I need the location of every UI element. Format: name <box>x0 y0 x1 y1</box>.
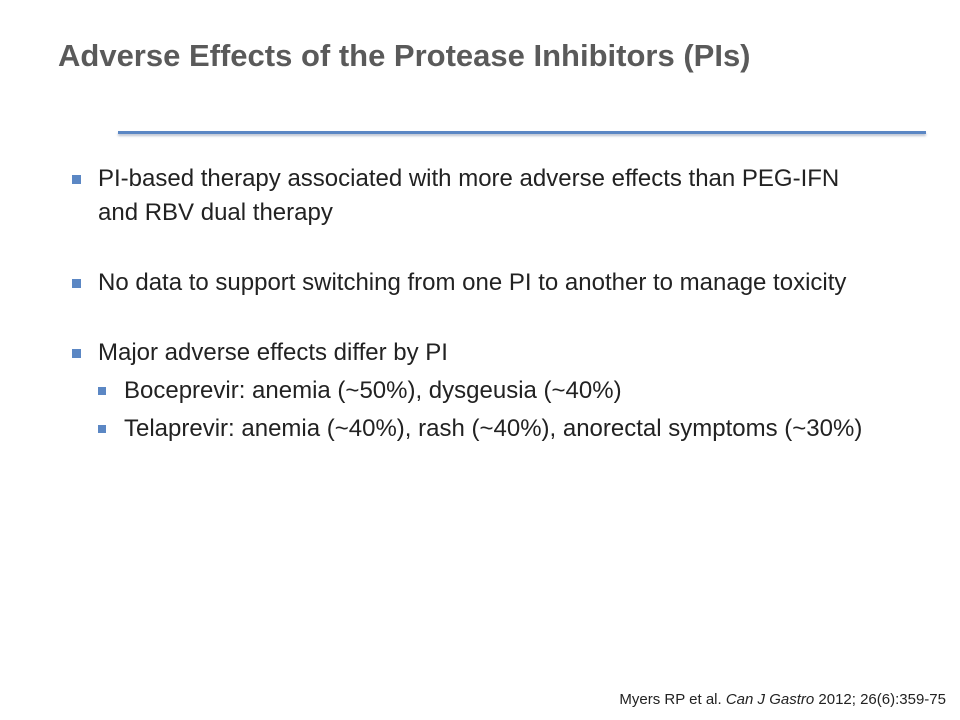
bullet-text: No data to support switching from one PI… <box>98 269 847 296</box>
citation-journal: Can J Gastro <box>725 691 815 708</box>
bullet-text: Major adverse effects differ by PI <box>98 339 448 366</box>
citation-details: 2012; 26(6):359-75 <box>818 691 946 708</box>
title-divider <box>118 131 926 134</box>
citation-authors: Myers RP et al. <box>619 691 722 708</box>
sub-bullet-text: Telaprevir: anemia (~40%), rash (~40%), … <box>124 415 863 442</box>
bullet-item: Major adverse effects differ by PI <box>70 336 870 370</box>
bullet-list: PI-based therapy associated with more ad… <box>70 162 870 446</box>
slide-title: Adverse Effects of the Protease Inhibito… <box>58 38 751 73</box>
square-bullet-icon <box>98 425 106 433</box>
square-bullet-icon <box>72 349 81 358</box>
bullet-text: PI-based therapy associated with more ad… <box>98 165 840 226</box>
square-bullet-icon <box>72 279 81 288</box>
square-bullet-icon <box>98 387 106 395</box>
bullet-item: PI-based therapy associated with more ad… <box>70 162 870 230</box>
sub-bullet-item: Boceprevir: anemia (~50%), dysgeusia (~4… <box>98 374 870 408</box>
bullet-item: No data to support switching from one PI… <box>70 266 870 300</box>
sub-bullet-item: Telaprevir: anemia (~40%), rash (~40%), … <box>98 412 870 446</box>
sub-bullet-text: Boceprevir: anemia (~50%), dysgeusia (~4… <box>124 377 622 404</box>
citation: Myers RP et al. Can J Gastro 2012; 26(6)… <box>619 691 946 708</box>
square-bullet-icon <box>72 175 81 184</box>
